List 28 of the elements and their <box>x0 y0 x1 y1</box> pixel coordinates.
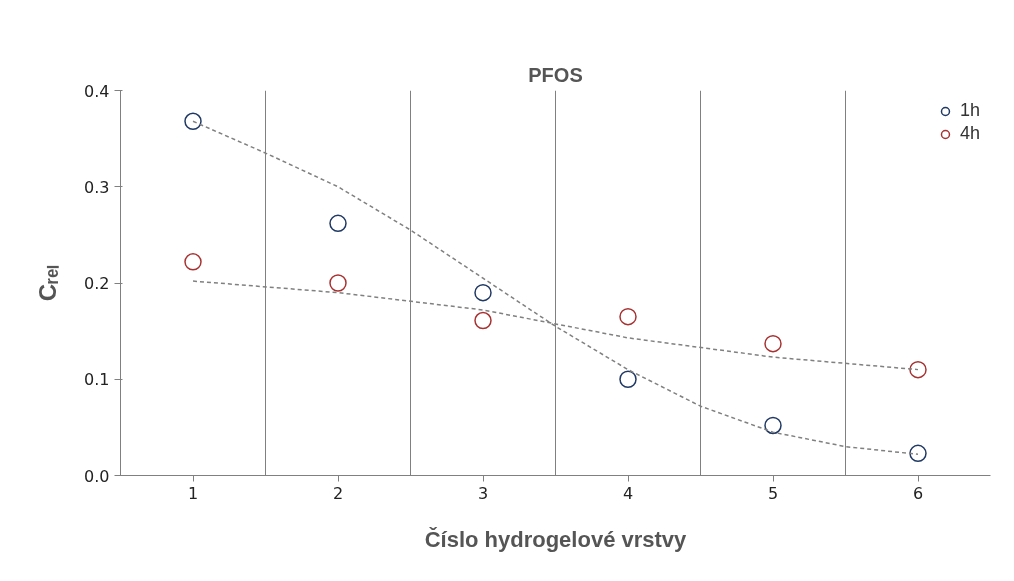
point <box>764 416 782 435</box>
point <box>764 334 782 353</box>
point <box>329 274 347 292</box>
x-tick-label: 1 <box>187 483 199 503</box>
y-tick-label: 0.2 <box>84 274 110 293</box>
point <box>619 307 637 326</box>
point <box>184 253 202 271</box>
x-tick-label: 6 <box>912 483 924 503</box>
point <box>329 214 347 233</box>
legend-label: 4h <box>959 123 980 144</box>
point <box>619 370 637 388</box>
x-tick-label: 3 <box>477 483 489 503</box>
x-tick-label: 5 <box>767 483 779 503</box>
point <box>909 444 927 463</box>
point <box>474 283 492 302</box>
y-axis-title: Cᵣₑₗ <box>34 264 62 302</box>
x-tick-label: 2 <box>332 483 344 503</box>
x-axis-title: Číslo hydrogelové vrstvy <box>424 526 688 552</box>
legend-label: 1h <box>959 100 980 121</box>
y-tick-label: 0.4 <box>84 81 110 101</box>
y-tick-label: 0.3 <box>84 177 110 197</box>
point <box>474 311 492 330</box>
chart-title: PFOS <box>528 63 583 86</box>
point <box>184 112 202 131</box>
y-tick-label: 0.0 <box>84 466 110 486</box>
x-tick-label: 4 <box>622 483 634 503</box>
y-tick-label: 0.1 <box>84 370 110 390</box>
point <box>909 360 927 379</box>
